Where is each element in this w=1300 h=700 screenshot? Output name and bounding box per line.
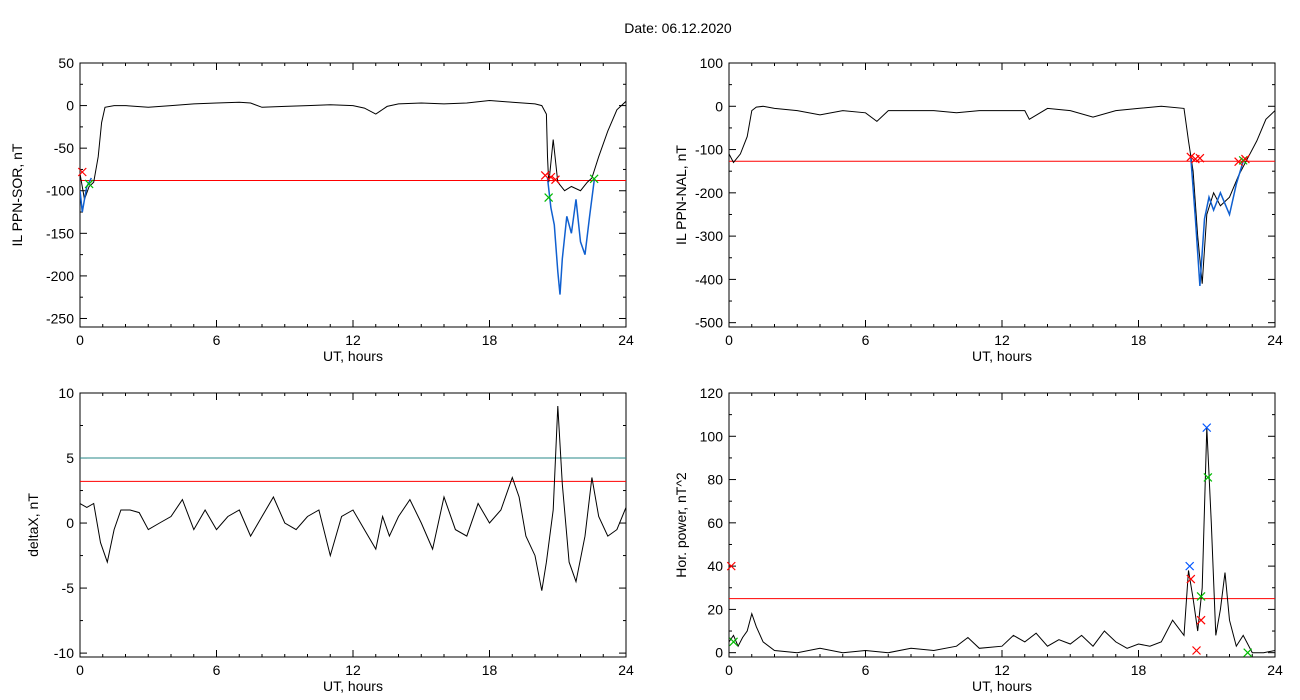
x-tick-label: 18	[1131, 332, 1147, 348]
y-axis-label: IL PPN-NAL, nT	[673, 145, 689, 245]
y-tick-label: -400	[695, 271, 723, 287]
event-marker	[77, 167, 87, 177]
x-tick-label: 0	[725, 662, 733, 678]
series-line-3	[546, 177, 595, 295]
x-tick-label: 24	[618, 332, 634, 348]
x-tick-label: 0	[76, 662, 84, 678]
y-tick-label: -100	[46, 183, 74, 199]
event-marker	[84, 179, 94, 189]
y-tick-label: -100	[695, 142, 723, 158]
x-tick-label: 6	[862, 662, 870, 678]
series-line-1	[80, 405, 626, 591]
y-tick-label: -300	[695, 228, 723, 244]
event-marker	[544, 193, 554, 202]
x-tick-label: 0	[725, 332, 733, 348]
event-marker	[1192, 646, 1201, 655]
x-tick-label: 6	[213, 332, 221, 348]
event-marker	[1241, 154, 1250, 164]
x-tick-label: 24	[1267, 332, 1283, 348]
y-tick-label: 50	[58, 55, 74, 71]
y-tick-label: -200	[46, 268, 74, 284]
chart-panel-1: 0 6 12 18 24 50 0 -50 -100 -150 -200 -250 UT, hours I…	[9, 55, 634, 364]
event-marker	[1243, 648, 1253, 658]
event-marker	[1196, 615, 1206, 625]
y-tick-label: 0	[66, 515, 74, 531]
x-tick-label: 18	[1131, 662, 1147, 678]
event-marker	[1196, 591, 1206, 601]
y-tick-label: 10	[58, 385, 74, 401]
y-tick-label: 0	[715, 645, 723, 661]
y-axis-label: IL PPN-SOR, nT	[9, 143, 25, 246]
x-axis-label: UT, hours	[972, 678, 1032, 694]
series-line-1	[729, 105, 1275, 284]
x-tick-label: 6	[862, 332, 870, 348]
chart-panel-2: 0 6 12 18 24 100 0 -100 -200 -300 -400 -500 UT, hour…	[673, 55, 1283, 364]
x-tick-label: 12	[994, 662, 1010, 678]
event-marker	[1185, 561, 1195, 571]
y-tick-label: -150	[46, 225, 74, 241]
y-tick-label: 20	[707, 601, 723, 617]
plot-frame	[79, 392, 627, 658]
chart-panel-3: 0 6 12 18 24 10 5 0 -5 -10 UT, hours deltaX, nT	[25, 385, 634, 694]
chart-panel-4: 0 6 12 18 24 120 100 80 60 40 20 0 UT, hours Hor. pow…	[673, 385, 1283, 694]
event-marker	[551, 175, 560, 185]
event-marker	[1203, 472, 1213, 482]
y-tick-label: -500	[695, 315, 723, 331]
y-tick-label: 100	[700, 428, 724, 444]
plot-frame	[79, 62, 627, 328]
y-tick-label: -10	[54, 645, 74, 661]
event-marker	[1186, 574, 1196, 584]
y-tick-label: -5	[62, 580, 75, 596]
x-axis-label: UT, hours	[323, 348, 383, 364]
event-marker	[546, 172, 556, 182]
x-tick-label: 24	[1267, 662, 1283, 678]
y-axis-label: Hor. power, nT^2	[673, 472, 689, 578]
event-marker	[1195, 153, 1205, 163]
event-marker	[1186, 152, 1196, 162]
x-tick-label: 24	[618, 662, 634, 678]
series-line-2	[1190, 157, 1244, 286]
y-tick-label: 0	[66, 98, 74, 114]
x-tick-label: 18	[482, 332, 498, 348]
event-marker	[589, 174, 599, 184]
y-tick-label: 80	[707, 472, 723, 488]
event-marker	[540, 170, 550, 180]
series-line-1	[729, 427, 1275, 654]
series-line-1	[80, 99, 626, 202]
y-axis-label: deltaX, nT	[25, 493, 41, 557]
plot-frame	[728, 392, 1276, 658]
x-tick-label: 18	[482, 662, 498, 678]
y-tick-label: 5	[66, 450, 74, 466]
x-axis-label: UT, hours	[972, 348, 1032, 364]
page-title: Date: 06.12.2020	[624, 20, 732, 36]
y-tick-label: 0	[715, 98, 723, 114]
y-tick-label: 40	[707, 558, 723, 574]
x-tick-label: 6	[213, 662, 221, 678]
x-tick-label: 12	[345, 662, 361, 678]
y-tick-label: 100	[700, 55, 724, 71]
x-tick-label: 0	[76, 332, 84, 348]
x-axis-label: UT, hours	[323, 678, 383, 694]
y-tick-label: 120	[700, 385, 724, 401]
event-marker	[729, 637, 738, 647]
y-tick-label: -250	[46, 310, 74, 326]
y-tick-label: 60	[707, 515, 723, 531]
event-marker	[1202, 423, 1212, 433]
event-marker	[1238, 155, 1248, 165]
y-tick-label: -200	[695, 185, 723, 201]
y-tick-label: -50	[54, 140, 74, 156]
event-marker	[726, 561, 736, 571]
x-tick-label: 12	[994, 332, 1010, 348]
x-tick-label: 12	[345, 332, 361, 348]
series-line-2	[80, 177, 93, 213]
